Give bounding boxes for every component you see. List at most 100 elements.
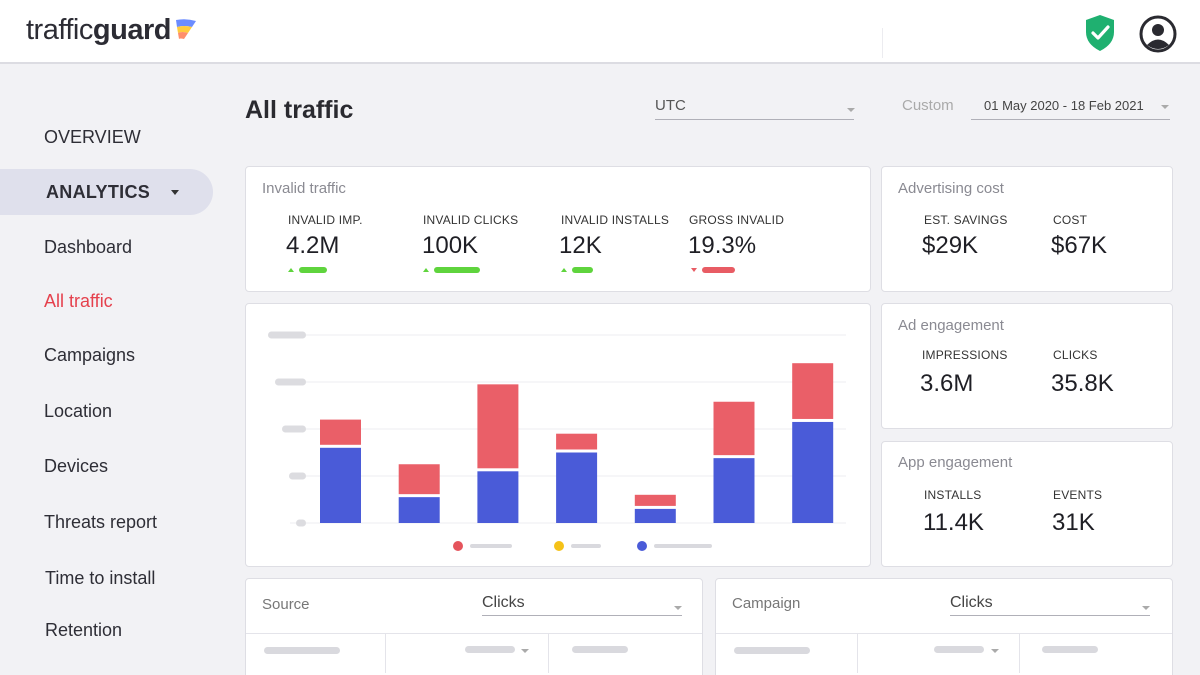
trend-down-icon: [691, 268, 697, 272]
legend-label-placeholder: [571, 544, 601, 548]
y-tick-label-placeholder: [275, 378, 306, 386]
sidebar-item-all-traffic[interactable]: All traffic: [44, 291, 113, 311]
metric-value: 12K: [559, 232, 602, 259]
metric-label: EVENTS: [1053, 488, 1103, 502]
legend-marker[interactable]: [554, 541, 564, 551]
column-header-placeholder: [572, 646, 628, 653]
column-header-placeholder: [734, 647, 810, 654]
metric-value: 35.8K: [1051, 370, 1114, 397]
bar-segment[interactable]: [320, 419, 361, 445]
bar-segment[interactable]: [477, 384, 519, 469]
sidebar-item-retention[interactable]: Retention: [45, 620, 123, 640]
metric-label: INVALID CLICKS: [423, 213, 519, 227]
card-title: Invalid traffic: [262, 180, 346, 197]
sidebar-item-analytics-label[interactable]: ANALYTICS: [46, 182, 151, 202]
column-header-placeholder[interactable]: [934, 646, 984, 653]
bar-segment[interactable]: [713, 401, 755, 456]
bar-segment[interactable]: [477, 471, 519, 523]
y-tick-label-placeholder: [268, 331, 306, 339]
traffic-chart-card: [245, 303, 871, 567]
bar-segment[interactable]: [634, 508, 676, 523]
table-title: Source: [262, 596, 310, 613]
bar-segment[interactable]: [398, 464, 440, 495]
legend-label-placeholder: [654, 544, 712, 548]
y-tick-label-placeholder: [296, 519, 306, 527]
trend-bar: [299, 267, 327, 273]
sidebar-item-overview[interactable]: OVERVIEW: [44, 127, 141, 147]
chevron-down-icon[interactable]: [171, 190, 179, 195]
metric-label: INVALID INSTALLS: [561, 213, 670, 227]
bar-segment[interactable]: [792, 363, 834, 419]
chevron-down-icon: [674, 606, 682, 610]
sort-chevron-icon[interactable]: [991, 649, 999, 653]
metric-value: 31K: [1052, 509, 1095, 536]
sidebar-item-campaigns[interactable]: Campaigns: [44, 345, 136, 365]
trend-bar: [434, 267, 480, 273]
metric-value: $29K: [922, 232, 979, 259]
column-divider: [857, 633, 858, 673]
bar-segment[interactable]: [713, 458, 755, 523]
campaign-table-card: Campaign Clicks: [715, 578, 1173, 675]
top-bar: traffic guard: [0, 0, 1200, 64]
timezone-value: UTC: [655, 97, 686, 114]
legend-marker[interactable]: [453, 541, 463, 551]
legend-marker[interactable]: [637, 541, 647, 551]
chevron-down-icon: [1142, 606, 1150, 610]
trend-bar: [702, 267, 735, 273]
advertising-cost-card: Advertising cost EST. SAVINGS $29K COST …: [881, 166, 1173, 292]
source-metric-select[interactable]: Clicks: [482, 594, 682, 616]
trafficguard-logo[interactable]: traffic guard: [26, 14, 198, 47]
column-divider: [1019, 633, 1020, 673]
bar-segment[interactable]: [556, 452, 598, 524]
metric-value: 11.4K: [923, 509, 984, 536]
card-title: App engagement: [898, 454, 1013, 471]
metric-label: COST: [1053, 213, 1088, 227]
logo-flag-icon: [175, 18, 196, 39]
card-title: Ad engagement: [898, 317, 1004, 334]
bar-segment[interactable]: [398, 497, 440, 523]
timezone-select[interactable]: UTC: [655, 96, 855, 120]
sidebar-item-time-to-install[interactable]: Time to install: [45, 568, 156, 588]
sort-chevron-icon[interactable]: [521, 649, 529, 653]
stacked-bar-chart: [268, 331, 846, 551]
trend-up-icon: [423, 268, 429, 272]
page-title: All traffic: [245, 96, 354, 124]
user-avatar-icon[interactable]: [1139, 15, 1177, 58]
sidebar-item-location[interactable]: Location: [44, 401, 113, 421]
chevron-down-icon: [847, 108, 855, 112]
shield-check-icon[interactable]: [1084, 14, 1116, 57]
column-divider: [548, 633, 549, 673]
metric-value: $67K: [1051, 232, 1108, 259]
metric-label: IMPRESSIONS: [922, 348, 1008, 362]
column-header-placeholder: [1042, 646, 1098, 653]
campaign-metric-select[interactable]: Clicks: [950, 594, 1150, 616]
bar-segment[interactable]: [634, 494, 676, 506]
legend-label-placeholder: [470, 544, 512, 548]
logo-text-bold: guard: [92, 14, 172, 46]
metric-label: INSTALLS: [924, 488, 982, 502]
bar-segment[interactable]: [556, 433, 598, 450]
trend-bar: [572, 267, 593, 273]
sidebar-item-threats-report[interactable]: Threats report: [44, 512, 158, 532]
card-title: Advertising cost: [898, 180, 1004, 197]
metric-value: 3.6M: [920, 370, 974, 397]
column-divider: [385, 633, 386, 673]
chevron-down-icon: [1161, 105, 1169, 109]
trend-up-icon: [561, 268, 567, 272]
date-range-select[interactable]: 01 May 2020 - 18 Feb 2021: [971, 96, 1170, 120]
sidebar-item-devices[interactable]: Devices: [44, 456, 109, 476]
source-table-card: Source Clicks: [245, 578, 703, 675]
column-header-placeholder[interactable]: [465, 646, 515, 653]
metric-label: EST. SAVINGS: [924, 213, 1008, 227]
y-tick-label-placeholder: [282, 425, 306, 433]
bar-segment[interactable]: [792, 421, 834, 523]
date-range-value: 01 May 2020 - 18 Feb 2021: [984, 98, 1144, 113]
campaign-metric-value: Clicks: [950, 594, 993, 611]
y-tick-label-placeholder: [289, 472, 306, 480]
table-divider: [246, 633, 702, 634]
sidebar-item-dashboard[interactable]: Dashboard: [44, 237, 133, 257]
header-divider: [882, 28, 883, 58]
table-divider: [716, 633, 1172, 634]
bar-segment[interactable]: [320, 447, 361, 523]
trend-up-icon: [288, 268, 294, 272]
